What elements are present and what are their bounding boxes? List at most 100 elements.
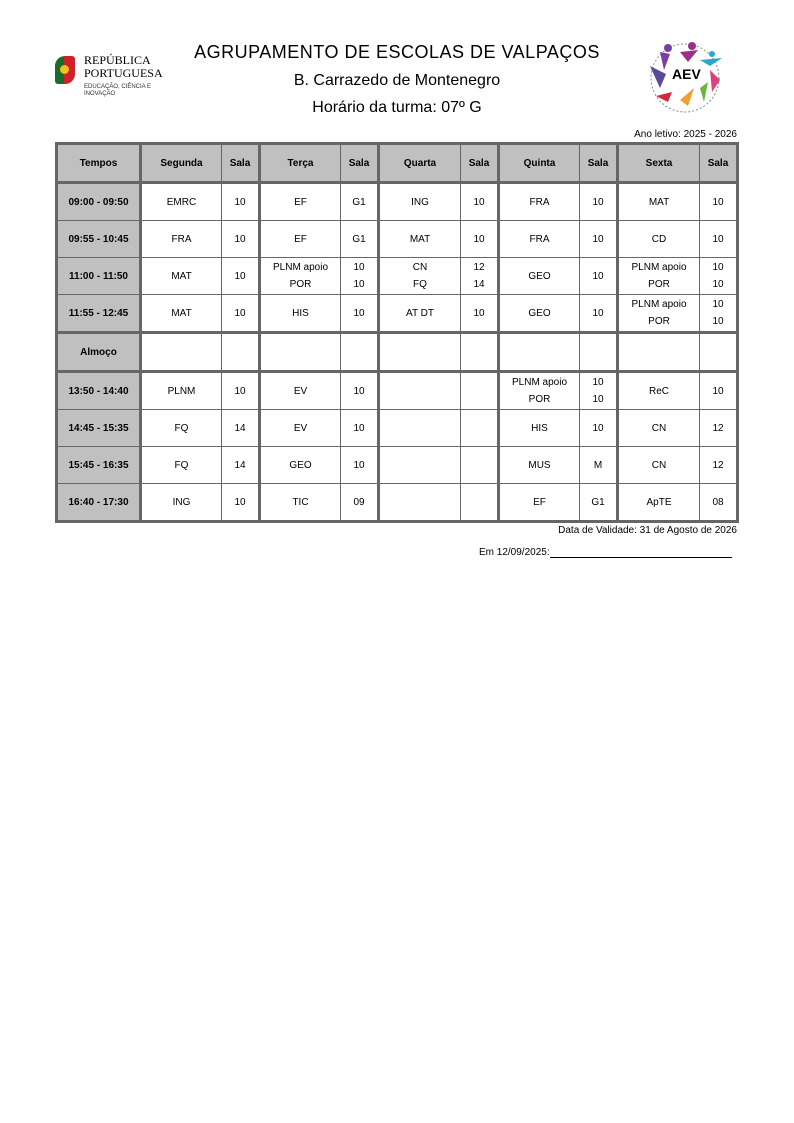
subject: FQ xyxy=(174,459,189,471)
room: 10 xyxy=(592,377,604,388)
room: 10 xyxy=(353,279,365,290)
portugal-emblem-icon xyxy=(55,56,75,84)
subject-cell xyxy=(377,446,461,484)
room-cell: 10 10 xyxy=(579,370,618,410)
subject: MUS xyxy=(528,459,551,471)
subject-cell xyxy=(377,331,461,372)
subject: HIS xyxy=(531,422,548,434)
subject-cell: MAT xyxy=(139,294,222,333)
logo-right-text: AEV xyxy=(672,66,701,82)
room-cell: 10 xyxy=(699,220,738,258)
subject-cell: ReC xyxy=(616,370,700,410)
subject-cell: AT DT xyxy=(377,294,461,333)
room-cell xyxy=(221,331,260,372)
subject-cell: PLNM apoio POR xyxy=(616,257,700,295)
room-cell: 10 xyxy=(579,409,618,447)
subject: GEO xyxy=(528,307,551,319)
room-cell: 10 10 xyxy=(699,294,738,333)
room: 14 xyxy=(234,422,246,434)
subject-cell: FRA xyxy=(497,220,580,258)
column-header: Sala xyxy=(460,143,499,184)
subject-cell: CD xyxy=(616,220,700,258)
subject-cell xyxy=(377,483,461,522)
time-slot: Almoço xyxy=(56,331,141,372)
subject: PLNM apoio xyxy=(631,262,687,273)
room: 10 xyxy=(592,270,604,282)
subject-cell: TIC xyxy=(258,483,341,522)
timetable: Tempos Segunda Sala Terça Sala Quarta Sala Quin… xyxy=(55,142,739,523)
subject-cell: PLNM apoio POR xyxy=(497,370,580,410)
subject: ING xyxy=(411,196,429,208)
time-slot: 11:55 - 12:45 xyxy=(56,294,141,333)
column-header: Sala xyxy=(340,143,379,184)
subject-cell: PLNM apoio POR xyxy=(616,294,700,333)
time-slot: 13:50 - 14:40 xyxy=(56,370,141,410)
subject-cell: GEO xyxy=(497,257,580,295)
room-cell: 12 xyxy=(699,409,738,447)
subject: PLNM apoio xyxy=(631,299,687,310)
room: 10 xyxy=(234,385,246,397)
room-cell: 10 xyxy=(221,294,260,333)
room: M xyxy=(593,459,603,471)
logo-left-subtext: EDUCAÇÃO, CIÊNCIA E INOVAÇÃO xyxy=(84,84,152,97)
room: 10 xyxy=(234,307,246,319)
room-cell: 10 xyxy=(340,294,379,333)
room-cell: 10 xyxy=(221,483,260,522)
room-cell: 12 14 xyxy=(460,257,499,295)
time-slot: 14:45 - 15:35 xyxy=(56,409,141,447)
room-cell: 10 xyxy=(340,409,379,447)
room-cell: 08 xyxy=(699,483,738,522)
subject: GEO xyxy=(528,270,551,282)
room: 10 xyxy=(712,262,724,273)
room-cell: 10 xyxy=(579,257,618,295)
subject-cell xyxy=(139,331,222,372)
subject-cell: GEO xyxy=(497,294,580,333)
time-slot: 16:40 - 17:30 xyxy=(56,483,141,522)
room: 10 xyxy=(234,496,246,508)
room-cell xyxy=(699,331,738,372)
room: 10 xyxy=(234,196,246,208)
room: 10 xyxy=(473,233,485,245)
subject: PLNM xyxy=(167,385,196,397)
room: 10 xyxy=(712,385,724,397)
room-cell: 12 xyxy=(699,446,738,484)
room-cell: 10 xyxy=(460,182,499,221)
school-name: B. Carrazedo de Montenegro xyxy=(293,72,501,89)
room: 10 xyxy=(712,279,724,290)
subject: CN xyxy=(412,262,428,273)
room-cell xyxy=(579,331,618,372)
room-cell: 10 xyxy=(221,182,260,221)
subject: FQ xyxy=(413,279,427,290)
table-row: 16:40 - 17:30 ING 10 TIC 09 EF G1 ApTE 08 xyxy=(56,483,738,522)
subject: FRA xyxy=(529,196,550,208)
table-row: 11:00 - 11:50 MAT 10 PLNM apoio POR 10 10 CN FQ 1… xyxy=(56,257,738,295)
room: 10 xyxy=(592,394,604,405)
room: 12 xyxy=(712,422,724,434)
column-header: Sala xyxy=(699,143,738,184)
room: 10 xyxy=(353,307,365,319)
subject: EF xyxy=(294,233,307,245)
subject: POR xyxy=(289,279,312,290)
time-slot: 15:45 - 16:35 xyxy=(56,446,141,484)
room-cell xyxy=(460,483,499,522)
subject: POR xyxy=(648,279,670,290)
room-cell: 10 10 xyxy=(699,257,738,295)
subject-cell: EV xyxy=(258,370,341,410)
subject-cell xyxy=(258,331,341,372)
room: 10 xyxy=(234,270,246,282)
room-cell: G1 xyxy=(579,483,618,522)
subject: FRA xyxy=(529,233,550,245)
subject-cell xyxy=(497,331,580,372)
room: G1 xyxy=(352,233,366,245)
subject: CD xyxy=(651,233,667,245)
room-cell xyxy=(460,331,499,372)
aev-figures-icon xyxy=(650,42,722,113)
subject-cell: MAT xyxy=(616,182,700,221)
column-header: Sala xyxy=(579,143,618,184)
subject-cell xyxy=(616,331,700,372)
subject-cell: FQ xyxy=(139,409,222,447)
subject: EF xyxy=(533,496,546,508)
room: 10 xyxy=(592,422,604,434)
room: 09 xyxy=(353,496,365,508)
subject-cell: EF xyxy=(258,220,341,258)
